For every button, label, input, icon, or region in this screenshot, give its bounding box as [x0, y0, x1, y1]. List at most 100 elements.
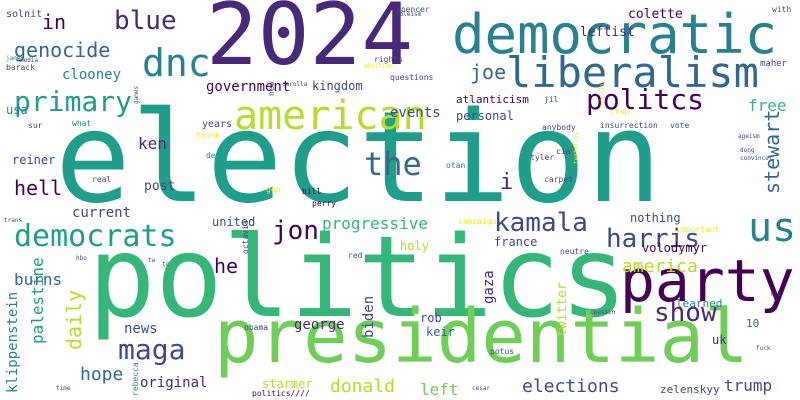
word-i: i: [500, 170, 514, 195]
word-rebecca: rebecca: [131, 361, 140, 396]
word-party: party: [620, 247, 795, 315]
word-dnc: dnc: [142, 41, 211, 85]
word-important: important: [676, 225, 720, 234]
word-anybody: anybody: [542, 123, 576, 132]
word-us: us: [748, 205, 797, 251]
word-crap: crap: [610, 107, 630, 116]
word-trump: trump: [724, 376, 773, 395]
word-free: free: [748, 96, 787, 115]
word-burns: burns: [14, 270, 63, 289]
word-blue: blue: [114, 6, 177, 36]
word-abortion: abortion: [364, 63, 393, 70]
word-post: post: [144, 179, 176, 194]
word-kingdom: kingdom: [312, 79, 363, 93]
word-time: time: [56, 385, 71, 392]
word-campaign: campaign: [458, 217, 497, 226]
word-starmer: starmer: [262, 377, 313, 391]
word-2024: 2024: [206, 0, 414, 85]
word-joe: joe: [470, 60, 507, 84]
word-years: years: [202, 119, 233, 130]
word-donald: donald: [330, 376, 396, 397]
word-leftist: leftist: [580, 25, 635, 40]
word-fuck: fuck: [756, 345, 771, 352]
word-primary: primary: [14, 85, 133, 118]
word-holy: holy: [400, 239, 429, 253]
word-uk: uk: [712, 333, 727, 347]
word-show: show: [654, 298, 717, 328]
word-rob: rob: [420, 311, 442, 325]
word-left: left: [420, 380, 459, 399]
word-solnit: solnit: [6, 9, 43, 20]
word-liberalism: liberalism: [506, 48, 759, 97]
word-zelenskyy: zelenskyy: [660, 383, 720, 396]
word-the: the: [364, 145, 422, 183]
word-de: de: [206, 151, 216, 160]
word-carpet: carpet: [544, 175, 573, 184]
word-red: red: [348, 251, 363, 260]
word-what: what: [72, 119, 92, 128]
word-events: events: [390, 105, 441, 121]
word-news: news: [124, 321, 158, 337]
word-questions: questions: [390, 73, 434, 82]
word-media: media: [20, 57, 39, 64]
word-progressive: progressive: [322, 214, 428, 233]
word-clooney: clooney: [62, 67, 122, 83]
word-perry: perry: [312, 199, 337, 208]
word-tentative: tentative: [573, 131, 580, 165]
word-bill: bill: [302, 187, 322, 196]
word-biden: biden: [361, 295, 377, 338]
word-election: election: [55, 84, 662, 231]
word-jil: jil: [544, 95, 559, 104]
word-hell: hell: [14, 176, 63, 200]
word-in: in: [42, 10, 67, 34]
word-cia: cia: [556, 147, 571, 156]
word-sur: sur: [28, 121, 43, 130]
word-james: james: [6, 55, 25, 62]
word-keir: keir: [426, 325, 455, 339]
word-he: he: [214, 254, 239, 278]
word-colette: colette: [628, 7, 683, 22]
word-stewart: stewart: [760, 109, 784, 194]
word-original: original: [140, 375, 208, 391]
word-insurrection: insurrection: [600, 121, 658, 130]
word-ageism: ageism: [738, 133, 760, 140]
word-tyler: tyler: [530, 153, 555, 162]
word-democrats: democrats: [14, 219, 177, 254]
word-coussin: coussin: [590, 309, 616, 316]
word-octavia: octavia: [241, 219, 250, 254]
word-america: america: [622, 256, 698, 277]
word-american: american: [234, 93, 427, 139]
word-personal: personal: [456, 109, 514, 123]
word-democratic: democratic: [452, 3, 778, 66]
word-carolla: carolla: [282, 81, 308, 88]
word-dong: dong: [740, 147, 755, 154]
word-cesar: cesar: [472, 385, 491, 392]
word-government: government: [206, 79, 291, 95]
word-harris: harris: [606, 224, 700, 254]
word-think: think: [196, 131, 221, 140]
word-games: games: [133, 85, 140, 104]
word-hope: hope: [80, 364, 124, 385]
word-maher: maher: [760, 59, 788, 69]
word-suicide: suicide: [599, 83, 606, 110]
word-france: france: [494, 235, 538, 249]
word-tc: tc: [162, 261, 170, 268]
word-gop: gop: [266, 185, 281, 194]
word-maga: maga: [118, 333, 186, 366]
word-neutre: neutre: [560, 247, 589, 256]
word-potus: potus: [490, 347, 515, 356]
word-genocide: genocide: [14, 38, 111, 62]
word-politics: politics: [88, 213, 628, 343]
word-trans: trans: [4, 217, 23, 224]
word-jon: jon: [272, 216, 319, 246]
word-ken: ken: [138, 134, 167, 153]
word-10: 10: [746, 317, 760, 330]
word-hbo: hbo: [76, 255, 87, 262]
word-obama: obama: [244, 323, 269, 332]
word-united: united: [212, 215, 256, 229]
word-klippenstein: klippenstein: [5, 291, 21, 393]
word-atlanticism: atlanticism: [456, 93, 529, 106]
word-tw: tw: [148, 257, 156, 264]
word-politcs: politcs: [586, 83, 705, 116]
